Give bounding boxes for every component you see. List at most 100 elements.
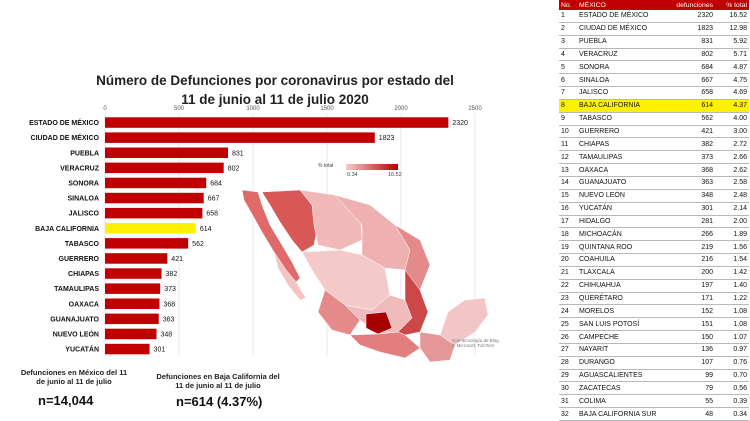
category-label: SONORA xyxy=(68,180,99,187)
category-label: NUEVO LEÓN xyxy=(53,329,99,338)
table-cell-no: 16 xyxy=(559,202,577,216)
category-label: TABASCO xyxy=(65,241,100,248)
table-cell-deaths: 421 xyxy=(669,125,715,139)
value-label: 363 xyxy=(163,316,175,323)
table-cell-no: 11 xyxy=(559,137,577,152)
map-region xyxy=(439,297,489,346)
mexico-map xyxy=(241,189,489,363)
table-row: 12 TAMAULIPAS 373 2.66 xyxy=(559,150,749,165)
table-cell-pct: 16.52 xyxy=(715,10,749,23)
table-cell-pct: 5.92 xyxy=(715,35,749,49)
table-cell-pct: 1.54 xyxy=(715,253,749,267)
table-row: 8 BAJA CALIFORNIA 614 4.37 xyxy=(559,99,749,113)
table-cell-deaths: 614 xyxy=(669,99,715,113)
header-no: No. xyxy=(559,0,577,10)
table-cell-deaths: 301 xyxy=(669,202,715,216)
table-cell-state: CAMPECHE xyxy=(577,330,669,344)
bar xyxy=(105,268,162,279)
table-cell-deaths: 802 xyxy=(669,48,715,62)
table-cell-pct: 2.58 xyxy=(715,176,749,190)
category-label: ESTADO DE MÉXICO xyxy=(29,118,99,127)
bar-chart: 0 500 1000 1500 2000 2500 ESTADO DE MÉXICO 2320… xyxy=(29,106,489,363)
table-cell-no: 8 xyxy=(559,99,577,113)
table-cell-state: HIDALGO xyxy=(577,215,669,229)
map-region xyxy=(273,251,307,301)
table-cell-no: 2 xyxy=(559,22,577,36)
value-label: 2320 xyxy=(452,120,468,127)
table-cell-no: 24 xyxy=(559,304,577,319)
table-cell-state: NUEVO LEÓN xyxy=(577,189,669,203)
table-cell-deaths: 382 xyxy=(669,137,715,152)
table-cell-state: CIUDAD DE MÉXICO xyxy=(577,22,669,36)
chart-title-line-2: 11 de junio al 11 de julio 2020 xyxy=(181,92,369,107)
table-cell-pct: 4.00 xyxy=(715,112,749,126)
table-cell-state: TLAXCALA xyxy=(577,266,669,280)
table-cell-no: 21 xyxy=(559,266,577,280)
category-label: SINALOA xyxy=(68,196,100,203)
bar xyxy=(105,313,159,325)
table-row: 29 AGUASCALIENTES 99 0.70 xyxy=(559,369,749,383)
map-credit-line-1: Con tecnología de Bing xyxy=(452,338,499,343)
table-cell-pct: 1.56 xyxy=(715,240,749,255)
table-cell-pct: 0.76 xyxy=(715,356,749,370)
bar xyxy=(105,223,196,234)
table-cell-no: 12 xyxy=(559,150,577,165)
map-credit-line-2: © Microsoft, TomTom xyxy=(452,343,495,348)
bar xyxy=(105,117,449,128)
map-legend-title: % total xyxy=(318,163,334,169)
table-row: 1 ESTADO DE MÉXICO 2320 16.52 xyxy=(559,10,749,23)
map-legend-max: 16.52 xyxy=(388,172,402,178)
table-cell-deaths: 55 xyxy=(669,394,715,409)
map-region xyxy=(241,189,301,283)
table-cell-deaths: 363 xyxy=(669,176,715,190)
table-cell-pct: 3.00 xyxy=(715,125,749,139)
table-cell-state: SINALOA xyxy=(577,73,669,88)
table-cell-no: 28 xyxy=(559,356,577,370)
category-label: OAXACA xyxy=(69,301,99,308)
table-cell-no: 32 xyxy=(559,407,577,421)
table-cell-state: ESTADO DE MÉXICO xyxy=(577,10,669,23)
table-cell-deaths: 667 xyxy=(669,73,715,88)
table-cell-state: PUEBLA xyxy=(577,35,669,49)
table-cell-pct: 1.08 xyxy=(715,304,749,319)
table-cell-no: 3 xyxy=(559,35,577,49)
chart-title: Número de Defunciones por coronavirus po… xyxy=(20,71,530,109)
value-label: 831 xyxy=(232,150,244,157)
table-cell-state: TAMAULIPAS xyxy=(577,150,669,165)
table-cell-pct: 5.71 xyxy=(715,48,749,62)
category-label: GUANAJUATO xyxy=(50,316,99,323)
table-cell-pct: 1.08 xyxy=(715,317,749,332)
bc-total-value: n=614 (4.37%) xyxy=(176,394,263,409)
table-cell-pct: 2.62 xyxy=(715,163,749,177)
x-tick-label: 1000 xyxy=(246,106,260,112)
table-cell-no: 13 xyxy=(559,163,577,177)
table-cell-no: 17 xyxy=(559,215,577,229)
category-label: YUCATÁN xyxy=(65,345,99,354)
x-tick-label: 500 xyxy=(174,106,185,112)
table-cell-state: QUINTANA ROO xyxy=(577,240,669,255)
bar xyxy=(105,328,157,340)
table-cell-state: SONORA xyxy=(577,60,669,75)
map-credit: Con tecnología de Bing © Microsoft, TomT… xyxy=(452,338,499,348)
table-cell-no: 20 xyxy=(559,253,577,267)
table-cell-pct: 2.00 xyxy=(715,215,749,229)
table-row: 2 CIUDAD DE MÉXICO 1823 12.98 xyxy=(559,22,749,36)
table-row: 32 BAJA CALIFORNIA SUR 48 0.34 xyxy=(559,407,749,421)
bar xyxy=(105,177,207,189)
table-cell-no: 25 xyxy=(559,317,577,332)
table-cell-deaths: 197 xyxy=(669,279,715,293)
bar xyxy=(105,283,161,294)
table-cell-pct: 2.66 xyxy=(715,150,749,165)
bar xyxy=(105,238,189,249)
table-row: 18 MICHOACÁN 266 1.89 xyxy=(559,227,749,242)
table-cell-state: BAJA CALIFORNIA SUR xyxy=(577,407,669,421)
table-cell-state: CHIHUAHUA xyxy=(577,279,669,293)
header-pct: % total xyxy=(715,0,749,10)
bar xyxy=(105,298,160,309)
table-cell-state: JALISCO xyxy=(577,86,669,100)
value-label: 667 xyxy=(208,196,220,203)
table-cell-deaths: 216 xyxy=(669,253,715,267)
mexico-total-label-line-1: Defunciones en México del 11 xyxy=(20,368,128,377)
value-label: 684 xyxy=(210,180,222,187)
table-cell-deaths: 562 xyxy=(669,112,715,126)
